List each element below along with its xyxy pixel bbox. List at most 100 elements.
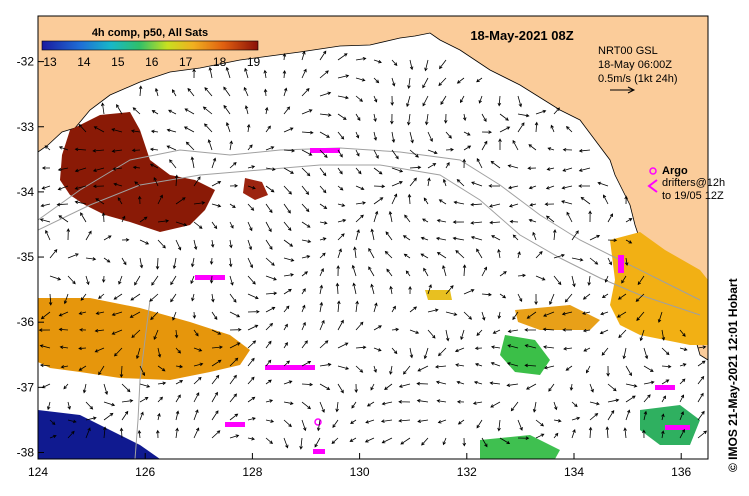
current-vector-arrow bbox=[420, 236, 429, 241]
current-vector-arrow bbox=[337, 218, 347, 223]
current-vector-arrow bbox=[247, 275, 256, 285]
current-vector-arrow bbox=[398, 383, 411, 388]
current-vector-arrow bbox=[319, 383, 331, 390]
current-vector-arrow bbox=[470, 202, 483, 207]
current-vector-arrow bbox=[337, 113, 347, 120]
current-vector-arrow bbox=[528, 185, 537, 190]
current-vector-arrow bbox=[98, 293, 105, 299]
current-vector-arrow bbox=[48, 293, 53, 306]
current-vector-arrow bbox=[175, 394, 181, 403]
current-vector-arrow bbox=[151, 275, 159, 286]
current-vector-arrow bbox=[437, 347, 447, 357]
current-vector-arrow bbox=[319, 91, 332, 97]
current-vector-arrow bbox=[175, 410, 180, 421]
x-tick-label: 132 bbox=[457, 465, 477, 479]
current-vector-arrow bbox=[578, 167, 591, 172]
current-vector-arrow bbox=[470, 235, 483, 241]
current-vector-arrow bbox=[301, 419, 307, 432]
current-vector-arrow bbox=[265, 167, 276, 171]
current-vector-arrow bbox=[74, 200, 87, 205]
current-vector-arrow bbox=[370, 283, 375, 295]
current-vector-arrow bbox=[139, 365, 146, 377]
current-vector-arrow bbox=[582, 328, 591, 333]
current-vector-arrow bbox=[445, 329, 450, 342]
current-vector-arrow bbox=[38, 328, 51, 332]
current-vector-arrow bbox=[264, 106, 269, 115]
current-vector-arrow bbox=[41, 185, 51, 190]
current-vector-arrow bbox=[337, 167, 343, 175]
current-vector-arrow bbox=[463, 289, 475, 295]
current-vector-arrow bbox=[365, 419, 375, 424]
current-vector-arrow bbox=[193, 347, 203, 352]
current-vector-arrow bbox=[74, 147, 87, 152]
current-vector-arrow bbox=[597, 181, 609, 187]
current-vector-arrow bbox=[476, 77, 483, 83]
current-vector-arrow bbox=[175, 427, 179, 439]
current-vector-arrow bbox=[697, 360, 706, 367]
current-vector-arrow bbox=[409, 165, 422, 170]
current-vector-arrow bbox=[534, 293, 538, 306]
current-vector-arrow bbox=[94, 347, 105, 353]
current-vector-arrow bbox=[436, 252, 447, 259]
current-vector-arrow bbox=[481, 113, 487, 122]
current-vector-arrow bbox=[229, 393, 238, 403]
current-vector-arrow bbox=[350, 419, 357, 424]
y-tick-label: -35 bbox=[17, 250, 35, 264]
current-vector-arrow bbox=[453, 200, 465, 205]
current-vector-arrow bbox=[137, 195, 142, 205]
current-vector-arrow bbox=[661, 395, 666, 403]
current-vector-arrow bbox=[400, 437, 411, 445]
current-vector-arrow bbox=[373, 95, 378, 103]
current-vector-arrow bbox=[452, 220, 465, 224]
current-vector-arrow bbox=[229, 327, 242, 332]
current-vector-arrow bbox=[319, 131, 330, 138]
current-vector-arrow bbox=[472, 401, 483, 405]
current-vector-arrow bbox=[625, 383, 638, 388]
current-vector-arrow bbox=[488, 184, 501, 188]
sst-small-yellow bbox=[425, 290, 452, 300]
current-vector-arrow bbox=[192, 68, 196, 79]
current-vector-arrow bbox=[622, 347, 627, 360]
current-vector-arrow bbox=[481, 140, 488, 151]
current-vector-arrow bbox=[589, 401, 600, 406]
current-vector-arrow bbox=[543, 345, 555, 349]
current-vector-arrow bbox=[157, 396, 164, 403]
current-vector-arrow bbox=[113, 182, 123, 187]
current-vector-arrow bbox=[679, 394, 685, 403]
current-vector-arrow bbox=[571, 257, 584, 262]
current-vector-arrow bbox=[456, 400, 465, 404]
current-vector-arrow bbox=[553, 401, 558, 411]
current-vector-arrow bbox=[174, 329, 179, 339]
current-vector-arrow bbox=[499, 113, 509, 121]
current-vector-arrow bbox=[193, 201, 206, 205]
current-vector-arrow bbox=[391, 193, 398, 205]
current-vector-arrow bbox=[409, 59, 414, 71]
current-vector-arrow bbox=[391, 131, 396, 143]
nrt-label: NRT00 GSL bbox=[598, 45, 658, 57]
current-vector-arrow bbox=[517, 436, 530, 441]
current-vector-arrow bbox=[319, 401, 325, 413]
current-vector-arrow bbox=[85, 257, 97, 261]
sst-orange-band-east bbox=[515, 305, 600, 330]
current-vector-arrow bbox=[456, 380, 465, 385]
current-vector-arrow bbox=[478, 95, 483, 104]
current-vector-arrow bbox=[246, 123, 251, 133]
current-vector-arrow bbox=[319, 149, 328, 158]
current-vector-arrow bbox=[172, 311, 177, 321]
current-vector-arrow bbox=[438, 77, 447, 87]
current-vector-arrow bbox=[121, 257, 127, 266]
current-vector-arrow bbox=[625, 365, 632, 377]
current-vector-arrow bbox=[566, 211, 573, 223]
current-vector-arrow bbox=[402, 365, 411, 375]
current-vector-arrow bbox=[121, 215, 126, 223]
current-vector-arrow bbox=[561, 311, 573, 316]
current-vector-arrow bbox=[391, 77, 396, 87]
current-vector-arrow bbox=[40, 203, 51, 208]
current-vector-arrow bbox=[211, 391, 218, 403]
current-vector-arrow bbox=[139, 397, 149, 403]
current-vector-arrow bbox=[131, 148, 141, 153]
current-vector-arrow bbox=[386, 268, 393, 277]
current-vector-arrow bbox=[247, 417, 256, 421]
current-vector-arrow bbox=[282, 70, 287, 79]
